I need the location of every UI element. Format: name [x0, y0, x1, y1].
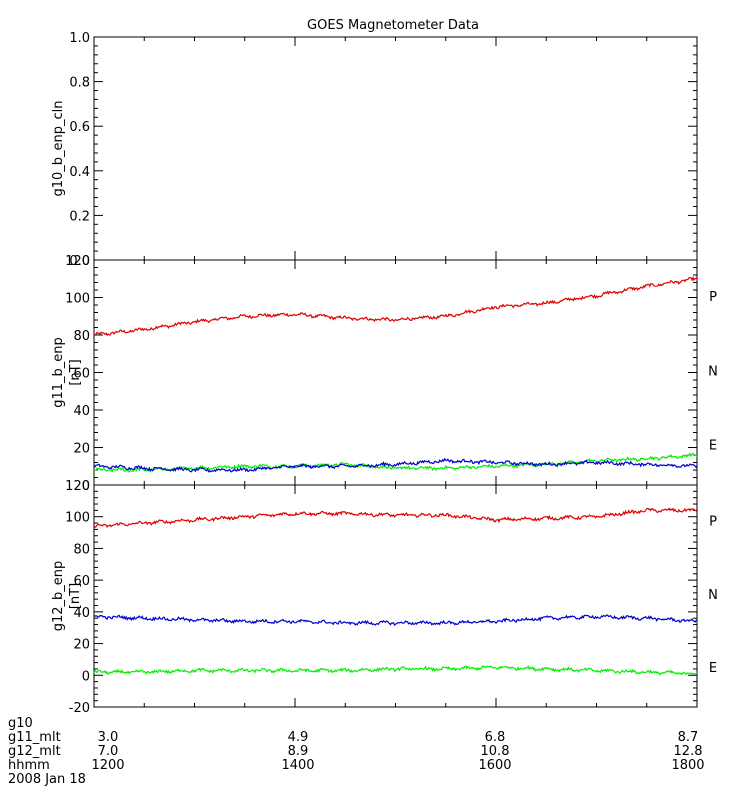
footer-value: 8.7 [677, 730, 699, 745]
footer-value: 7.0 [97, 744, 119, 759]
y-axis-label: g12_b_enp [51, 561, 66, 632]
legend-label-E: E [709, 439, 717, 454]
y-tick-label: 80 [73, 329, 90, 344]
y-tick-label: 0 [82, 479, 90, 494]
footer-row-g11-mlt: g11_mlt 3.0 4.9 6.8 8.7 [0, 730, 750, 745]
footer-value: 6.8 [484, 730, 506, 745]
footer-value: 8.9 [287, 744, 309, 759]
footer-value: 1200 [91, 758, 125, 773]
series-line-E [93, 457, 698, 473]
footer-row-label: g11_mlt [8, 730, 61, 745]
legend-label-P: P [709, 290, 717, 305]
y-tick-label: 40 [73, 606, 90, 621]
footer-value: 1800 [671, 758, 705, 773]
legend-label-E: E [709, 661, 717, 676]
footer-value: 1400 [281, 758, 315, 773]
y-tick-label: 0.8 [69, 76, 90, 91]
y-tick-label: 0.6 [69, 120, 90, 135]
time-axis-footer: g10 g11_mlt 3.0 4.9 6.8 8.7 g12_mlt 7.0 … [0, 716, 750, 800]
footer-row-g10: g10 [0, 716, 750, 731]
y-tick-label: 1.0 [69, 31, 90, 46]
footer-value: 4.9 [287, 730, 309, 745]
footer-row-label: g12_mlt [8, 744, 61, 759]
y-tick-label: 80 [73, 542, 90, 557]
footer-value: 10.8 [480, 744, 510, 759]
footer-date: 2008 Jan 18 [8, 772, 86, 787]
y-tick-label: 60 [73, 367, 90, 382]
footer-row-g12-mlt: g12_mlt 7.0 8.9 10.8 12.8 [0, 744, 750, 759]
chart-title: GOES Magnetometer Data [307, 18, 479, 33]
y-tick-label: 100 [65, 511, 90, 526]
y-tick-label: 0 [82, 669, 90, 684]
series-line-P [93, 507, 698, 528]
y-axis-label: g11_b_enp [51, 337, 66, 408]
panel-frame [93, 484, 698, 708]
y-tick-label: 20 [73, 442, 90, 457]
footer-value: 3.0 [97, 730, 119, 745]
footer-row-hhmm: hhmm 1200 1400 1600 1800 [0, 758, 750, 773]
y-tick-label: 40 [73, 404, 90, 419]
footer-row-label: hhmm [8, 758, 50, 773]
legend-label-N: N [708, 588, 718, 603]
y-tick-label: 120 [65, 479, 90, 494]
y-axis-label: g10_b_enp_cln [51, 100, 66, 196]
y-tick-label: 120 [65, 254, 90, 269]
legend-label-P: P [709, 515, 717, 530]
y-axis-unit: [nT] [68, 583, 83, 609]
series-line-N [93, 664, 698, 676]
legend-label-N: N [708, 364, 718, 379]
footer-value: 1600 [478, 758, 512, 773]
y-axis-unit: [nT] [68, 359, 83, 385]
y-tick-label: 20 [73, 638, 90, 653]
y-tick-label: 0.4 [69, 165, 90, 180]
y-tick-label: 100 [65, 292, 90, 307]
footer-row-date: 2008 Jan 18 [0, 772, 750, 787]
y-tick-label: 60 [73, 574, 90, 589]
y-tick-label: 0.2 [69, 209, 90, 224]
y-tick-label: -20 [69, 701, 90, 716]
footer-row-label: g10 [8, 716, 33, 731]
footer-value: 12.8 [673, 744, 703, 759]
panel-frame [93, 36, 698, 261]
y-tick-label: 0.0 [69, 254, 90, 269]
series-line-P [93, 276, 698, 337]
series-line-E [93, 614, 698, 626]
